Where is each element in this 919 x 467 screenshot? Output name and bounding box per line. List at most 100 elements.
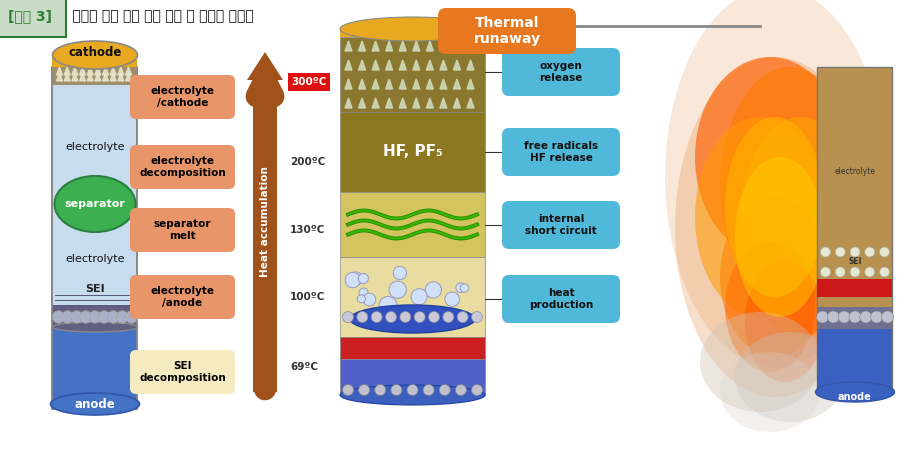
Text: electrolyte
/anode: electrolyte /anode [151, 286, 214, 308]
Polygon shape [79, 73, 85, 81]
Circle shape [442, 311, 453, 323]
Polygon shape [79, 67, 85, 75]
Polygon shape [371, 98, 379, 108]
Text: SEI: SEI [85, 284, 105, 294]
Circle shape [370, 311, 381, 323]
Polygon shape [385, 60, 392, 70]
Polygon shape [102, 67, 108, 75]
Ellipse shape [739, 117, 859, 337]
Circle shape [456, 283, 465, 292]
Bar [817, 307, 891, 329]
Circle shape [80, 311, 92, 323]
Circle shape [357, 274, 368, 283]
Polygon shape [439, 60, 447, 70]
Circle shape [423, 384, 434, 396]
Polygon shape [399, 41, 406, 51]
Text: SEI: SEI [847, 257, 861, 267]
Circle shape [859, 311, 871, 323]
Circle shape [406, 384, 417, 396]
Ellipse shape [664, 0, 884, 367]
Ellipse shape [51, 393, 140, 415]
Text: electrolyte
/cathode: electrolyte /cathode [151, 86, 214, 108]
Polygon shape [413, 98, 419, 108]
Circle shape [71, 311, 83, 323]
Ellipse shape [720, 67, 859, 307]
Text: SEI
decomposition: SEI decomposition [139, 361, 226, 383]
FancyBboxPatch shape [130, 350, 234, 394]
Polygon shape [345, 79, 352, 89]
Circle shape [834, 267, 845, 277]
Polygon shape [64, 67, 70, 75]
Circle shape [820, 267, 830, 277]
Polygon shape [413, 79, 419, 89]
Circle shape [848, 311, 860, 323]
Text: Heat accumulation: Heat accumulation [260, 167, 269, 277]
Bar [340, 337, 484, 359]
Text: electrolyte
decomposition: electrolyte decomposition [139, 156, 226, 178]
Polygon shape [345, 98, 352, 108]
Bar [52, 67, 137, 85]
FancyBboxPatch shape [130, 145, 234, 189]
Polygon shape [453, 98, 460, 108]
Polygon shape [95, 73, 101, 81]
Polygon shape [56, 67, 62, 75]
Ellipse shape [52, 41, 137, 69]
Circle shape [379, 297, 396, 314]
FancyBboxPatch shape [502, 128, 619, 176]
Polygon shape [385, 79, 392, 89]
Text: heat
production: heat production [528, 288, 593, 310]
Circle shape [869, 311, 881, 323]
FancyBboxPatch shape [130, 208, 234, 252]
Bar [52, 55, 137, 67]
Circle shape [460, 284, 468, 292]
Circle shape [438, 384, 449, 396]
Polygon shape [371, 41, 379, 51]
Circle shape [837, 311, 849, 323]
Bar [340, 192, 484, 257]
Text: 69ºC: 69ºC [289, 362, 318, 372]
Text: anode: anode [837, 392, 871, 402]
Ellipse shape [699, 312, 819, 412]
Ellipse shape [720, 352, 819, 432]
Circle shape [357, 295, 365, 303]
Bar [817, 279, 891, 297]
FancyBboxPatch shape [502, 201, 619, 249]
Polygon shape [56, 73, 62, 81]
Polygon shape [425, 41, 433, 51]
Polygon shape [95, 67, 101, 75]
Ellipse shape [52, 322, 137, 332]
Circle shape [392, 266, 406, 280]
Polygon shape [72, 73, 78, 81]
Polygon shape [371, 79, 379, 89]
Ellipse shape [720, 197, 829, 357]
Polygon shape [345, 41, 352, 51]
Text: separator
melt: separator melt [153, 219, 211, 241]
Circle shape [471, 311, 482, 323]
Bar [817, 67, 891, 392]
Ellipse shape [675, 57, 874, 397]
Polygon shape [439, 98, 447, 108]
Polygon shape [413, 41, 419, 51]
FancyBboxPatch shape [130, 275, 234, 319]
Ellipse shape [744, 262, 824, 382]
Circle shape [864, 247, 874, 257]
Circle shape [864, 267, 874, 277]
Circle shape [414, 311, 425, 323]
Text: 130ºC: 130ºC [289, 225, 325, 235]
Polygon shape [467, 79, 473, 89]
Polygon shape [385, 98, 392, 108]
Ellipse shape [724, 117, 824, 297]
Polygon shape [72, 67, 78, 75]
Text: electrolyte: electrolyte [834, 168, 875, 177]
Text: 300ºC: 300ºC [289, 77, 325, 87]
Circle shape [425, 282, 441, 298]
Text: Thermal
runaway: Thermal runaway [473, 16, 540, 46]
Polygon shape [425, 60, 433, 70]
Ellipse shape [734, 157, 824, 317]
Circle shape [62, 311, 74, 323]
Circle shape [348, 272, 362, 285]
Bar [52, 305, 137, 327]
Polygon shape [453, 41, 460, 51]
Polygon shape [385, 41, 392, 51]
Circle shape [385, 311, 396, 323]
